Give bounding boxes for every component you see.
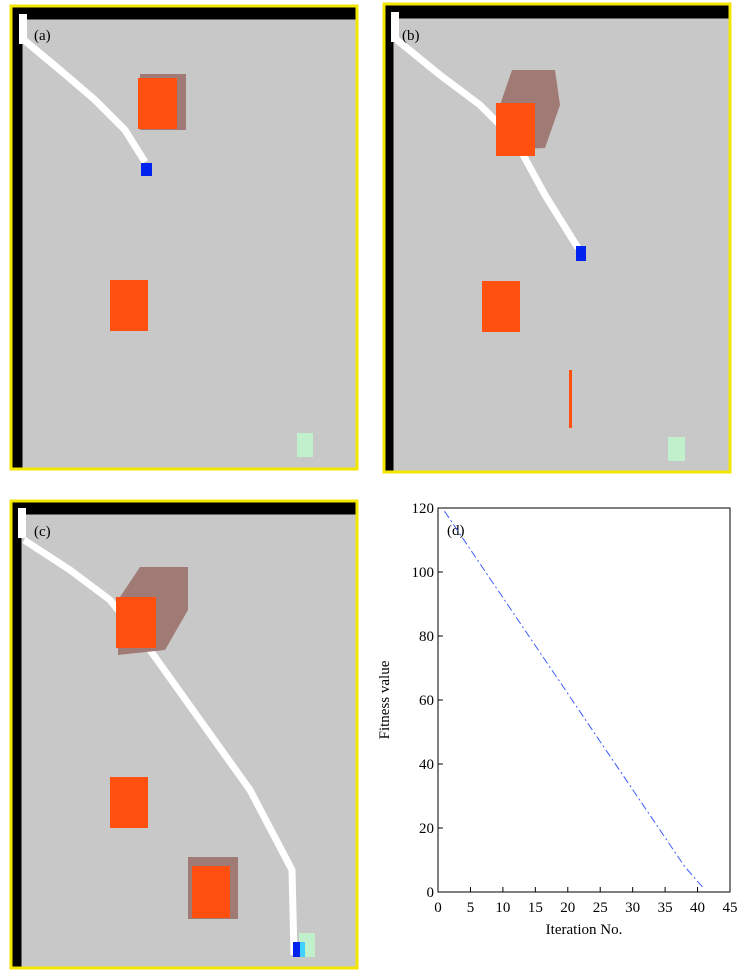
panel-label: (c) [34,524,51,540]
y-tick-label: 60 [419,693,434,709]
y-tick-label: 40 [419,757,434,773]
y-axis-title: Fitness value [377,660,393,739]
y-tick-label: 20 [419,821,434,837]
panel-label: (b) [402,28,420,44]
chart: (d) Iteration No. Fitness value 0 20 40 60 8… [377,501,738,938]
x-tick-label: 25 [593,900,608,916]
x-tick-label: 30 [625,900,640,916]
panel-c: (c) [11,501,357,968]
chart-label: (d) [447,523,465,539]
y-tick-label: 80 [419,629,434,645]
x-tick-label: 0 [434,900,442,916]
y-tick-label: 100 [412,565,435,581]
figure: (a) (b) (c) (d) Iteration No. [0,0,739,971]
x-tick-label: 15 [528,900,543,916]
panel-a: (a) [11,6,357,469]
panel-label: (a) [34,28,51,44]
panel-b: (b) [384,4,730,472]
x-tick-label: 5 [467,900,475,916]
y-tick-label: 120 [412,501,435,517]
x-tick-label: 40 [690,900,705,916]
x-tick-label: 10 [495,900,510,916]
y-tick-label: 0 [427,885,435,901]
x-axis-title: Iteration No. [546,922,623,938]
x-tick-label: 45 [723,900,738,916]
x-tick-label: 20 [560,900,575,916]
x-tick-label: 35 [658,900,673,916]
